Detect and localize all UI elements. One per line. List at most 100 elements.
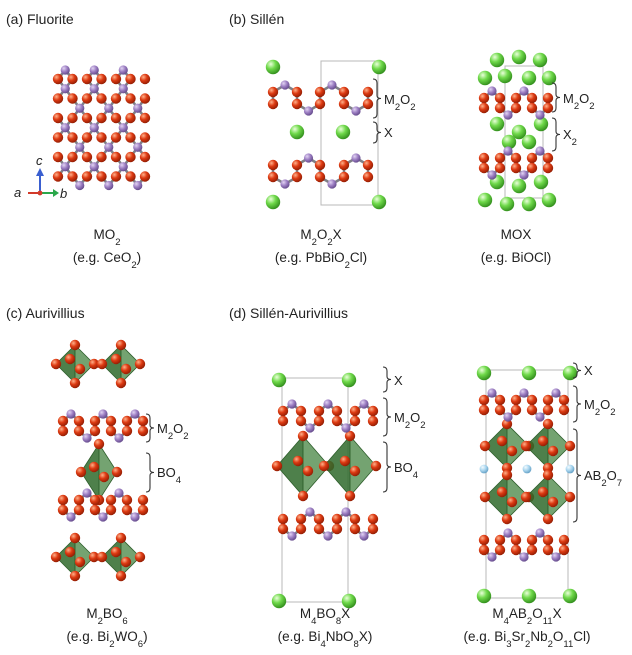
oxygen-atom <box>111 466 123 478</box>
oxygen-atom <box>520 440 532 452</box>
example-d1: (e.g. Bi4NbO8X) <box>278 629 373 650</box>
halide-atom <box>521 70 537 86</box>
metal-atom <box>133 103 143 113</box>
oxygen-atom <box>267 98 279 110</box>
oxygen-atom <box>67 151 78 163</box>
oxygen-atom <box>542 469 554 481</box>
metal-atom <box>503 146 513 156</box>
oxygen-atom <box>139 171 151 182</box>
oxygen-atom <box>115 377 127 389</box>
metal-atom <box>503 110 513 120</box>
oxygen-atom <box>314 159 326 171</box>
oxygen-atom <box>362 171 374 183</box>
oxygen-atom <box>96 93 107 104</box>
oxygen-atom <box>96 551 108 563</box>
metal-atom <box>98 409 108 419</box>
oxygen-atom <box>120 556 132 568</box>
oxygen-atom <box>75 466 87 478</box>
oxygen-atom <box>57 494 69 506</box>
oxygen-atom <box>494 162 506 174</box>
oxygen-atom <box>98 471 110 483</box>
oxygen-atom <box>88 358 100 370</box>
oxygen-atom <box>314 171 326 183</box>
oxygen-atom <box>367 405 379 417</box>
metal-atom <box>89 162 99 172</box>
oxygen-atom <box>542 162 554 174</box>
oxygen-atom <box>295 513 307 525</box>
metal-atom <box>104 142 114 152</box>
panel-b-title: (b) Sillén <box>229 11 284 27</box>
metal-atom <box>341 423 351 433</box>
metal-atom <box>75 142 85 152</box>
metal-atom <box>60 84 70 94</box>
example-d2: (e.g. Bi3Sr2Nb2O11Cl) <box>463 629 590 650</box>
oxygen-atom <box>50 358 62 370</box>
oxygen-atom <box>52 171 64 182</box>
oxygen-atom <box>267 86 279 98</box>
formula-d2: M4AB2O11X <box>492 606 561 627</box>
oxygen-atom <box>96 132 107 143</box>
metal-atom <box>133 142 143 152</box>
metal-atom <box>305 423 315 433</box>
oxygen-atom <box>494 92 506 104</box>
oxygen-atom <box>501 469 513 481</box>
oxygen-atom <box>267 171 279 183</box>
oxygen-atom <box>125 112 136 124</box>
layer-label-d2: AB2O7 <box>584 468 622 489</box>
oxygen-atom <box>478 152 490 164</box>
metal-atom <box>535 110 545 120</box>
oxygen-atom <box>89 494 101 506</box>
oxygen-atom <box>313 405 325 417</box>
metal-atom <box>118 84 128 94</box>
oxygen-atom <box>73 504 85 516</box>
metal-atom <box>503 528 513 538</box>
oxygen-atom <box>478 404 490 416</box>
oxygen-atom <box>50 551 62 563</box>
layer-brace <box>572 385 582 423</box>
oxygen-atom <box>367 415 379 427</box>
a-axis-label: a <box>14 185 21 200</box>
oxygen-atom <box>501 513 513 525</box>
oxygen-atom <box>542 92 554 104</box>
formula-a: MO2 <box>93 227 120 248</box>
oxygen-atom <box>277 513 289 525</box>
oxygen-atom <box>494 544 506 556</box>
oxygen-atom <box>295 405 307 417</box>
oxygen-atom <box>349 523 361 535</box>
halide-atom <box>265 59 281 75</box>
halide-atom <box>532 52 548 68</box>
oxygen-atom <box>494 102 506 114</box>
oxygen-atom <box>302 465 314 477</box>
oxygen-atom <box>501 418 513 430</box>
formula-d1: M4BO8X <box>300 606 350 627</box>
oxygen-atom <box>537 435 549 447</box>
oxygen-atom <box>105 494 117 506</box>
layer-braces <box>145 78 582 523</box>
metal-atom <box>89 84 99 94</box>
captions: MO2(e.g. CeO2)M2O2X(e.g. PbBiO2Cl)MOX(e.… <box>66 227 590 650</box>
oxygen-atom <box>105 504 117 516</box>
oxygen-atom <box>558 394 570 406</box>
halide-atom <box>541 192 557 208</box>
oxygen-atom <box>526 544 538 556</box>
oxygen-atom <box>115 339 127 351</box>
oxygen-atom <box>344 430 356 442</box>
a-site-atom <box>522 464 532 474</box>
oxygen-atom <box>69 339 81 351</box>
oxygen-atom <box>478 534 490 546</box>
layer-brace <box>572 428 582 523</box>
halide-atom <box>489 52 505 68</box>
oxygen-atom <box>52 73 64 85</box>
metal-atom <box>118 162 128 172</box>
oxygen-atom <box>110 151 122 163</box>
oxygen-atom <box>558 404 570 416</box>
halide-atom <box>521 134 537 150</box>
oxygen-atom <box>57 504 69 516</box>
metal-atom <box>519 552 529 562</box>
metal-atom <box>118 123 128 133</box>
halide-atom <box>371 194 387 210</box>
metal-atom <box>82 433 92 443</box>
oxygen-atom <box>494 394 506 406</box>
metal-atom <box>323 531 333 541</box>
halide-atom <box>511 49 527 65</box>
